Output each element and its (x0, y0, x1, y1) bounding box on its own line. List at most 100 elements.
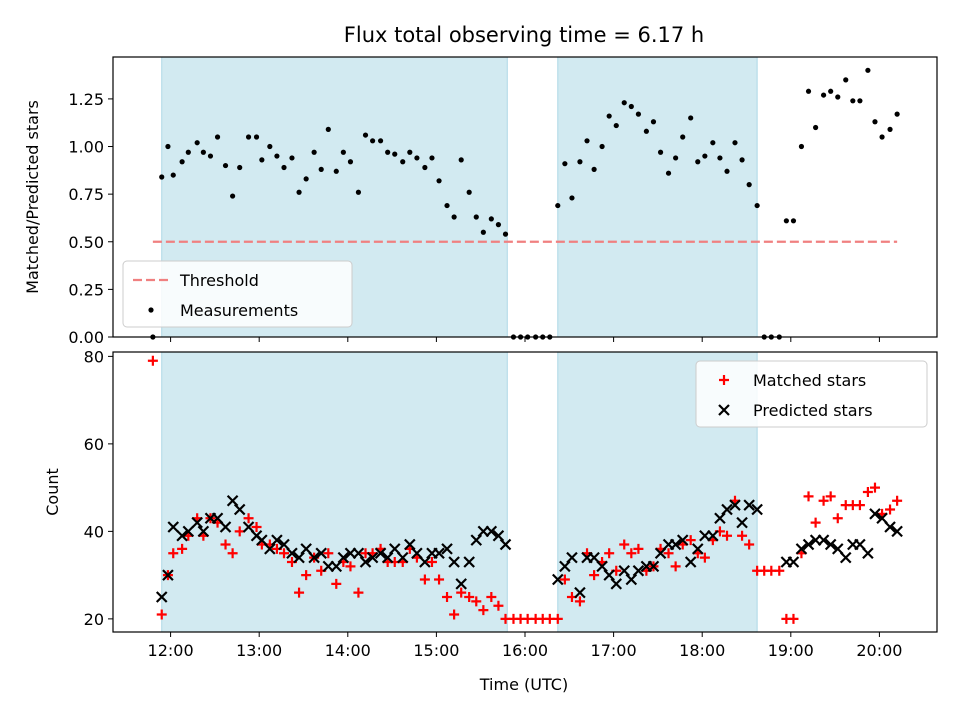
data-point (274, 153, 280, 159)
data-point (751, 503, 763, 516)
data-point (577, 159, 583, 165)
data-point (308, 551, 320, 564)
data-point (869, 508, 881, 520)
data-point (207, 153, 214, 159)
data-point (281, 164, 287, 171)
data-point (404, 538, 416, 551)
data-point (754, 202, 760, 209)
data-point (865, 67, 871, 73)
data-point (790, 218, 797, 224)
y-tick-label: 60 (84, 435, 104, 454)
legend: Matched stars Predicted stars (695, 360, 928, 428)
data-point (162, 569, 174, 581)
data-point (214, 134, 221, 140)
data-point (256, 534, 268, 546)
data-point (492, 529, 505, 542)
data-point (226, 494, 239, 507)
data-point (654, 547, 667, 560)
data-point (788, 613, 799, 624)
data-point (619, 539, 630, 550)
data-point (783, 218, 789, 224)
data-point (721, 503, 733, 516)
x-axis-label: Time (UTC) (479, 675, 568, 694)
data-point (478, 605, 489, 616)
legend-label: Measurements (180, 301, 298, 320)
data-point (879, 134, 885, 140)
data-point (381, 551, 394, 564)
data-point (828, 88, 834, 94)
data-point (584, 138, 590, 144)
data-point (179, 159, 185, 165)
data-point (449, 609, 460, 620)
data-point (589, 570, 600, 581)
data-point (680, 134, 686, 140)
data-point (798, 143, 805, 150)
data-point (702, 153, 708, 159)
data-point (177, 543, 188, 554)
data-point (396, 551, 409, 564)
data-point (610, 578, 623, 590)
y-tick-label: 1.00 (68, 138, 104, 157)
data-point (442, 592, 453, 602)
data-point (147, 355, 158, 366)
data-point (722, 530, 733, 541)
data-point (603, 569, 615, 581)
data-point (345, 561, 356, 572)
data-point (714, 512, 726, 525)
data-point (862, 547, 874, 560)
data-point (279, 548, 290, 559)
data-point (293, 551, 305, 564)
data-point (362, 132, 369, 138)
data-point (197, 525, 210, 538)
data-point (843, 77, 849, 83)
data-point (388, 543, 401, 555)
data-point (330, 560, 343, 573)
data-point (480, 229, 486, 235)
data-point (456, 587, 467, 598)
data-point (555, 202, 561, 209)
data-point (574, 596, 585, 607)
data-point (211, 512, 224, 525)
data-point (717, 155, 723, 161)
data-point (835, 94, 841, 100)
data-point (331, 578, 342, 589)
data-point (165, 143, 171, 150)
y-tick-label: 1.25 (68, 90, 104, 109)
data-point (253, 134, 260, 140)
data-point (441, 543, 453, 555)
data-point (448, 556, 460, 568)
legend-label: Predicted stars (753, 401, 873, 420)
data-point (444, 202, 450, 209)
data-point (695, 159, 701, 165)
data-point (485, 525, 498, 538)
legend-marker (719, 375, 729, 385)
data-point (862, 487, 873, 497)
x-tick-label: 19:00 (768, 641, 814, 660)
data-point (176, 529, 188, 542)
data-point (230, 193, 236, 199)
data-point (159, 174, 165, 180)
data-point (676, 534, 689, 546)
data-point (411, 547, 423, 560)
data-point (434, 574, 445, 585)
data-point (325, 126, 331, 132)
data-point (746, 182, 752, 188)
observing-window-1 (557, 56, 758, 338)
y-tick-label: 0.75 (68, 185, 104, 204)
data-point (732, 140, 738, 146)
observing-window-0 (161, 351, 508, 633)
data-point (739, 157, 745, 163)
data-point (222, 162, 229, 169)
data-point (857, 98, 863, 104)
data-point (699, 552, 710, 563)
data-point (242, 521, 255, 533)
data-point (377, 138, 384, 144)
data-point (419, 574, 430, 585)
data-point (670, 561, 681, 572)
y-tick-label: 80 (84, 347, 104, 366)
legend-box (695, 360, 928, 428)
data-point (876, 512, 888, 525)
axes-frame (112, 351, 938, 633)
data-point (743, 499, 755, 511)
